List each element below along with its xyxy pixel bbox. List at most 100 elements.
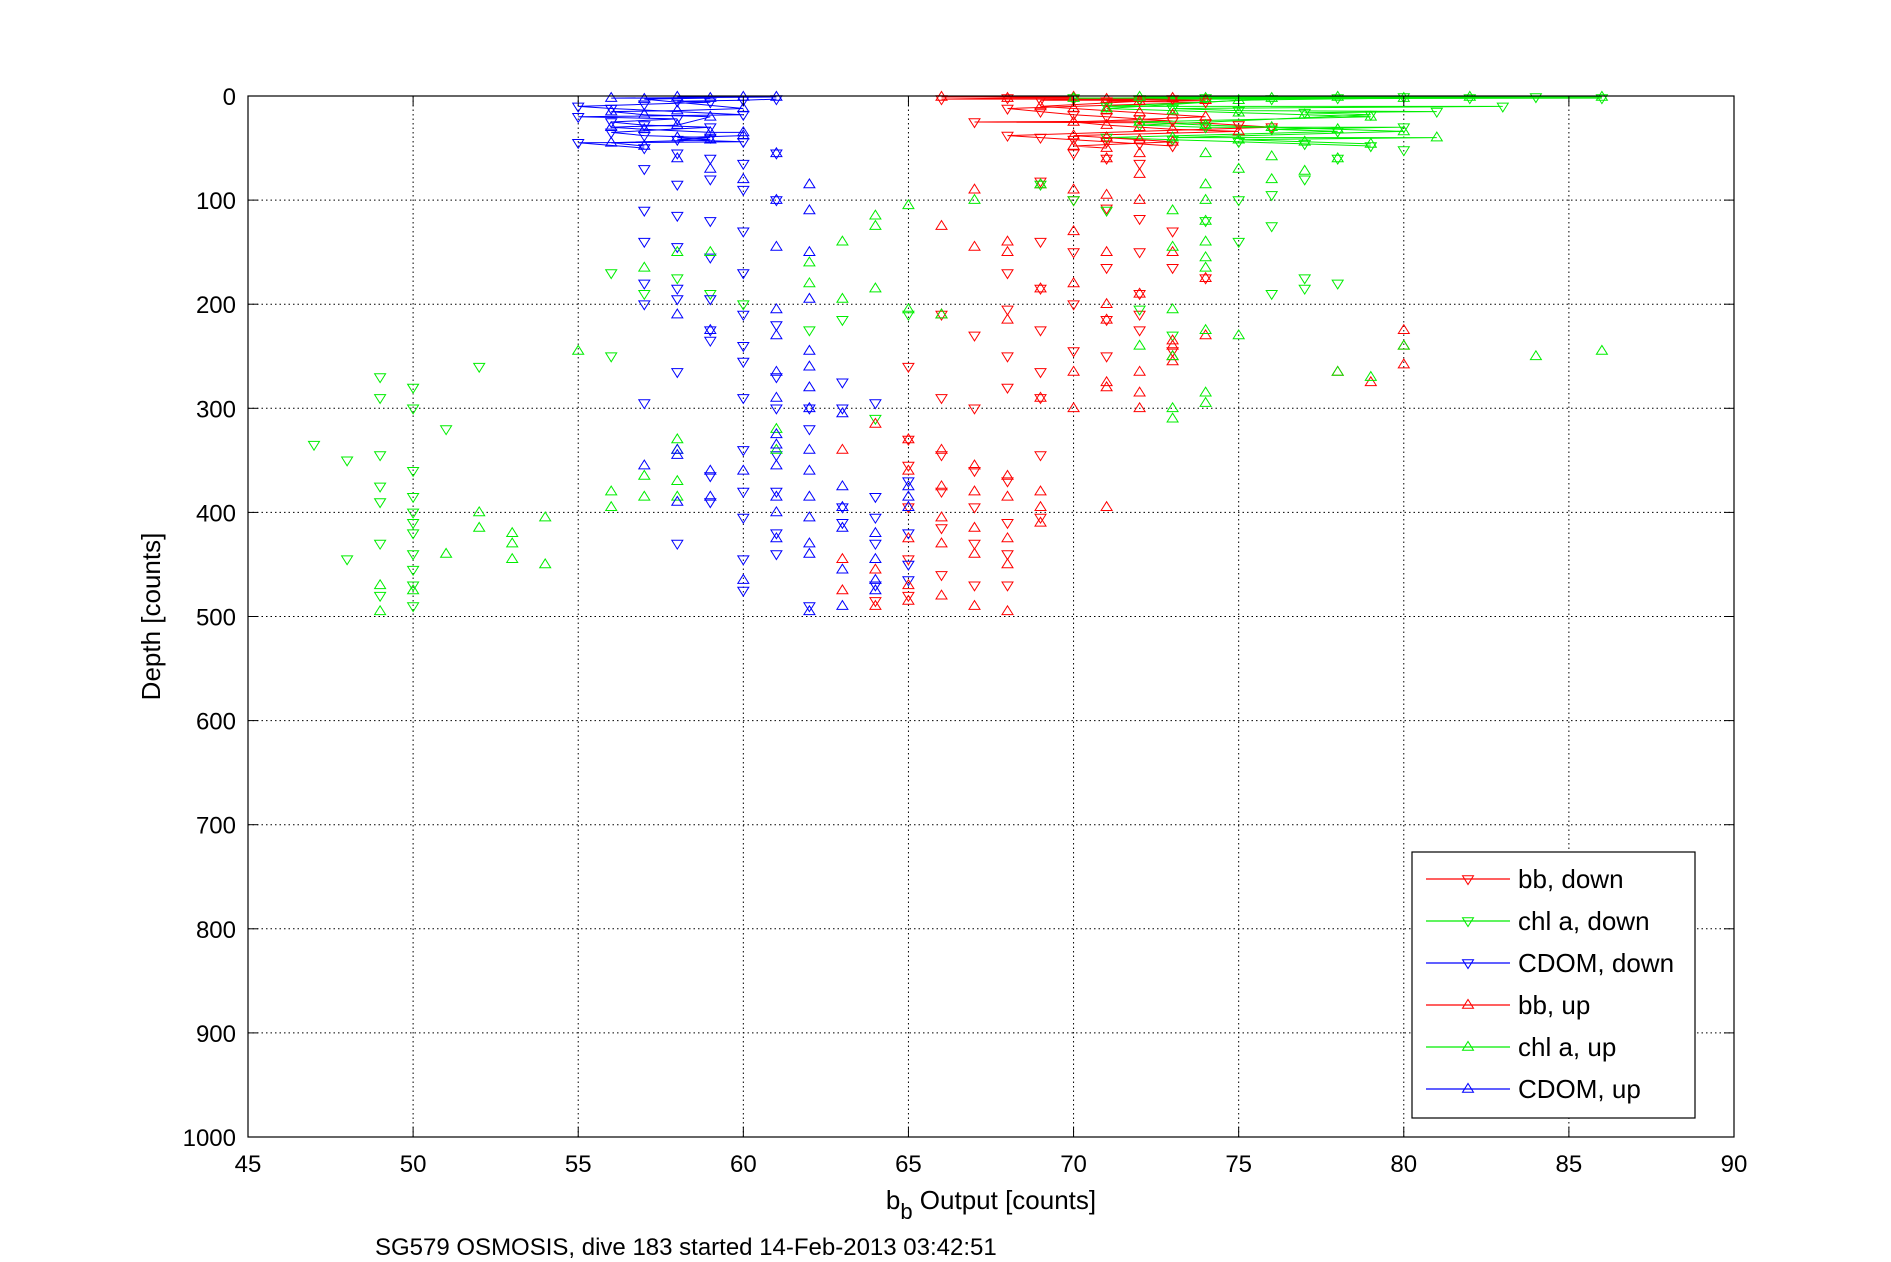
data-point-chl-a-up xyxy=(1397,339,1411,350)
data-point-chl-a-down xyxy=(703,290,717,301)
data-point-cdom-up xyxy=(901,500,915,511)
data-point-bb-up xyxy=(968,183,981,194)
data-point-chl-a-up xyxy=(1166,349,1180,361)
data-point-cdom-down xyxy=(670,284,684,296)
x-tick-label: 65 xyxy=(895,1151,922,1178)
data-point-chl-a-up xyxy=(1166,104,1180,115)
data-point-bb-up xyxy=(1001,91,1014,102)
data-point-chl-a-up xyxy=(835,235,849,246)
data-point-chl-a-up xyxy=(373,604,387,616)
data-point-cdom-down xyxy=(769,196,783,207)
data-point-cdom-up xyxy=(835,500,849,511)
data-point-chl-a-up xyxy=(901,198,915,210)
data-point-cdom-up xyxy=(802,547,816,558)
data-point-cdom-up xyxy=(703,162,717,173)
data-point-chl-a-down xyxy=(340,456,354,467)
data-point-cdom-down xyxy=(703,253,717,264)
data-point-bb-down xyxy=(1067,135,1081,147)
data-point-bb-up xyxy=(1067,224,1081,236)
data-point-bb-down xyxy=(935,524,948,535)
data-point-bb-up xyxy=(1100,500,1114,511)
data-point-chl-a-up xyxy=(968,193,981,204)
axis-ticks xyxy=(247,95,1735,1138)
data-point-bb-down xyxy=(968,404,981,415)
data-point-cdom-up xyxy=(670,104,684,115)
data-point-chl-a-up xyxy=(1199,146,1213,158)
data-point-cdom-down xyxy=(802,602,816,613)
data-point-chl-a-up xyxy=(1166,302,1180,314)
data-point-chl-a-down xyxy=(1397,123,1411,134)
data-point-bb-up xyxy=(1001,313,1014,324)
data-point-chl-a-up xyxy=(703,245,717,256)
y-tick-label: 900 xyxy=(196,1021,236,1048)
data-point-cdom-down xyxy=(637,237,651,249)
data-point-chl-a-up xyxy=(406,584,420,595)
data-point-bb-down xyxy=(1034,133,1047,145)
data-point-chl-a-up xyxy=(1529,349,1543,361)
data-point-chl-a-up xyxy=(1364,370,1378,381)
data-point-bb-up xyxy=(1001,490,1014,501)
data-point-bb-up xyxy=(1397,358,1411,369)
data-point-bb-down xyxy=(901,591,915,603)
data-point-bb-up xyxy=(1166,355,1180,366)
data-point-cdom-down xyxy=(637,121,651,132)
data-point-bb-down xyxy=(1166,142,1180,153)
data-point-cdom-up xyxy=(703,323,717,334)
data-point-chl-a-down xyxy=(406,565,420,577)
x-tick-label: 75 xyxy=(1225,1151,1252,1178)
data-point-cdom-up xyxy=(703,490,717,501)
data-point-bb-up xyxy=(1166,334,1180,345)
data-point-bb-up xyxy=(1133,120,1147,131)
data-point-chl-a-up xyxy=(802,276,816,288)
data-point-cdom-up xyxy=(769,328,783,340)
data-point-chl-a-up xyxy=(604,500,618,511)
data-point-bb-up xyxy=(1034,500,1047,511)
data-point-chl-a-up xyxy=(1430,131,1444,142)
data-point-chl-a-up xyxy=(670,245,684,256)
y-tick-label: 100 xyxy=(196,188,236,215)
data-point-cdom-up xyxy=(604,105,618,116)
series-lines xyxy=(578,96,1602,149)
data-point-bb-down xyxy=(1100,316,1114,327)
data-point-chl-a-down xyxy=(1529,93,1543,104)
data-point-cdom-up xyxy=(802,292,816,303)
data-point-cdom-up xyxy=(769,438,783,449)
data-point-chl-a-up xyxy=(670,490,684,501)
data-point-chl-a-up xyxy=(1199,214,1213,225)
data-point-cdom-up xyxy=(670,308,684,319)
data-point-cdom-up xyxy=(736,172,750,184)
y-tick-label: 500 xyxy=(196,605,236,632)
legend-marker-cdom-up xyxy=(1461,1082,1475,1093)
data-point-cdom-up xyxy=(802,204,816,215)
data-point-chl-a-up xyxy=(1265,172,1279,184)
data-point-cdom-down xyxy=(901,560,915,571)
data-point-chl-a-up xyxy=(604,485,618,496)
data-point-bb-up xyxy=(1001,469,1014,480)
data-point-chl-a-down xyxy=(1265,222,1279,233)
data-point-cdom-down xyxy=(571,139,585,150)
data-point-bb-down xyxy=(1100,352,1113,363)
data-point-chl-a-down xyxy=(1298,175,1312,186)
data-point-chl-a-down xyxy=(1067,94,1081,105)
data-point-cdom-up xyxy=(802,537,816,548)
data-point-chl-a-up xyxy=(538,558,552,569)
data-point-cdom-down xyxy=(637,100,651,111)
data-point-bb-down xyxy=(1100,154,1114,165)
data-point-cdom-down xyxy=(736,394,750,405)
data-point-bb-down xyxy=(1133,310,1147,322)
data-point-bb-down xyxy=(868,597,882,608)
data-point-bb-down xyxy=(935,487,948,499)
data-point-chl-a-down xyxy=(868,414,882,426)
data-point-chl-a-up xyxy=(472,505,486,517)
data-point-cdom-down xyxy=(604,118,618,129)
data-point-bb-down xyxy=(901,435,915,446)
data-point-cdom-down xyxy=(637,300,651,311)
data-point-bb-up xyxy=(1034,99,1047,111)
data-point-chl-a-down xyxy=(604,352,618,363)
data-point-chl-a-down xyxy=(604,269,618,280)
data-point-cdom-up xyxy=(802,381,816,392)
data-point-cdom-up xyxy=(769,240,783,251)
data-point-chl-a-up xyxy=(868,209,882,220)
data-point-bb-up xyxy=(1067,115,1081,126)
data-point-cdom-down xyxy=(670,295,684,306)
